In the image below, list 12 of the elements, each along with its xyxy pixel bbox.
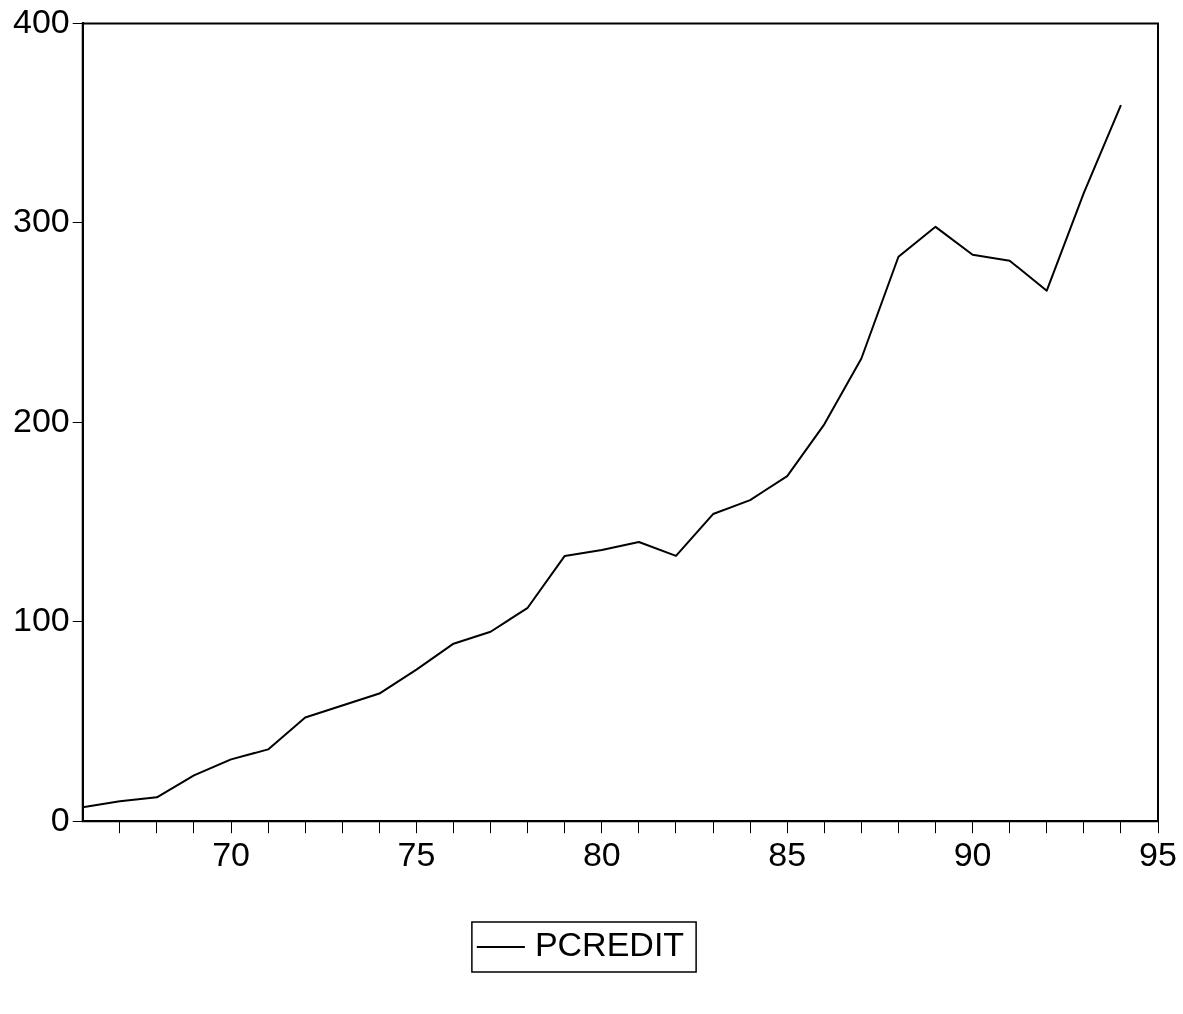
y-tick-label: 400 <box>12 1 70 40</box>
y-tick-label: 300 <box>12 201 70 240</box>
legend-label: PCREDIT <box>534 925 685 964</box>
y-tick-label: 0 <box>50 799 70 838</box>
x-tick-label: 75 <box>397 834 436 873</box>
y-tick-label: 200 <box>12 400 70 439</box>
x-tick-label: 70 <box>212 834 250 873</box>
x-tick-label: 90 <box>953 834 992 873</box>
x-tick-label: 95 <box>1139 834 1177 873</box>
x-tick-label: 80 <box>582 834 621 873</box>
y-tick-label: 100 <box>12 600 70 639</box>
x-tick-label: 85 <box>768 834 807 873</box>
